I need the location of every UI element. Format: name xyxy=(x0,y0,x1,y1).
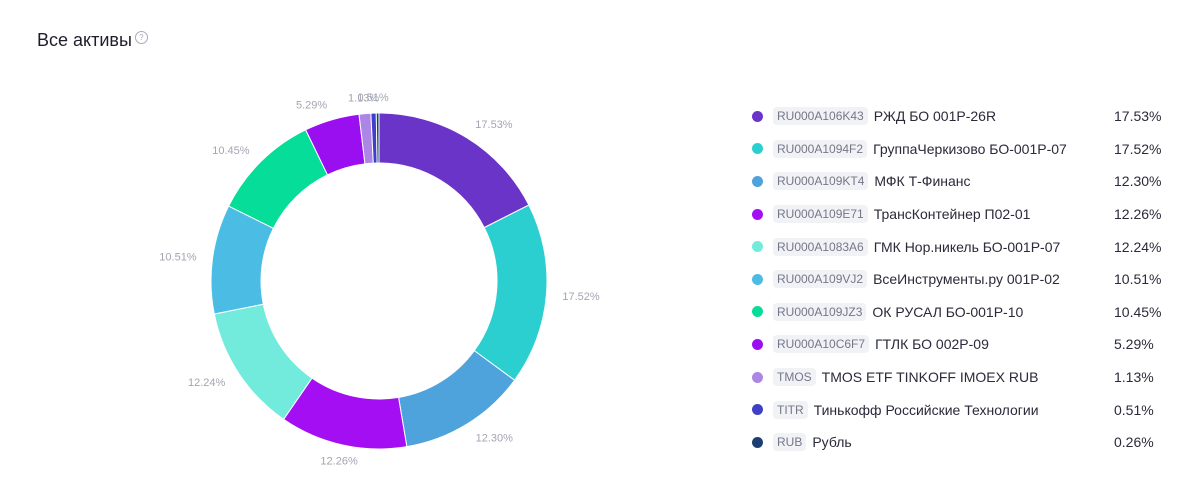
legend-color-dot xyxy=(752,175,763,187)
legend-ticker-badge: RU000A1083A6 xyxy=(773,237,868,256)
legend-color-dot xyxy=(752,241,763,253)
legend-item[interactable]: RU000A1094F2 ГруппаЧеркизово БО-001Р-07 17… xyxy=(752,133,1162,166)
legend-item[interactable]: RU000A109VJ2 ВсеИнструменты.ру 001P-02 10.… xyxy=(752,263,1162,296)
legend-ticker-badge: TITR xyxy=(773,400,808,419)
legend-color-dot xyxy=(752,208,763,220)
legend-item[interactable]: TITR Тинькофф Российские Технологии 0.51% xyxy=(752,393,1162,426)
legend-asset-name: Тинькофф Российские Технологии xyxy=(813,401,1039,418)
legend-ticker-badge: TMOS xyxy=(773,368,816,387)
legend-percent: 17.53% xyxy=(1114,108,1162,125)
legend-color-dot xyxy=(752,143,763,155)
legend-percent: 0.51% xyxy=(1114,401,1154,418)
legend-asset-name: ВсеИнструменты.ру 001P-02 xyxy=(873,271,1060,288)
legend-asset-name: Рубль xyxy=(812,434,852,451)
pie-slice-ru000a1094f2[interactable] xyxy=(473,204,548,381)
legend-asset-name: ГМК Нор.никель БО-001Р-07 xyxy=(873,238,1061,255)
chart-title: Все активы xyxy=(37,30,132,50)
legend-percent: 0.26% xyxy=(1114,434,1154,451)
donut-chart: 17.53% 17.52% 12.30% 12.26% 12.24% 10.51% 10.4… xyxy=(159,92,600,468)
slice-label-ru000a106k43: 17.53% xyxy=(475,119,513,131)
legend-ticker-badge: RU000A109E71 xyxy=(773,205,868,224)
legend-asset-name: ГруппаЧеркизово БО-001Р-07 xyxy=(873,140,1067,157)
legend-item[interactable]: RU000A10C6F7 ГТЛК БО 002Р-09 5.29% xyxy=(752,328,1162,361)
slice-label-ru000a10c6f7: 5.29% xyxy=(296,99,327,111)
legend-item[interactable]: RU000A1083A6 ГМК Нор.никель БО-001Р-07 12.… xyxy=(752,230,1162,263)
slice-label-ru000a1083a6: 12.24% xyxy=(188,377,226,389)
legend-ticker-badge: RUB xyxy=(773,433,807,452)
legend-item[interactable]: RU000A109E71 ТрансКонтейнер П02-01 12.26% xyxy=(752,198,1162,231)
legend-asset-name: ГТЛК БО 002Р-09 xyxy=(875,336,989,353)
legend-ticker-badge: RU000A109KT4 xyxy=(773,172,869,191)
legend-percent: 10.45% xyxy=(1114,303,1162,320)
legend-percent: 12.24% xyxy=(1114,238,1162,255)
slice-label-titr: 0.51% xyxy=(357,92,388,104)
legend-percent: 12.26% xyxy=(1114,206,1162,223)
legend-item[interactable]: RU000A109JZ3 ОК РУСАЛ БО-001Р-10 10.45% xyxy=(752,296,1162,329)
slice-label-tmos: 1.13% xyxy=(348,93,379,105)
legend-asset-name: TMOS ETF TINKOFF IMOEX RUB xyxy=(821,369,1039,386)
legend-ticker-badge: RU000A109VJ2 xyxy=(773,270,868,289)
legend-ticker-badge: RU000A1094F2 xyxy=(773,139,868,158)
legend-asset-name: РЖД БО 001P-26R xyxy=(873,108,997,125)
slice-label-ru000a109vj2: 10.51% xyxy=(159,252,197,264)
legend-ticker-badge: RU000A106K43 xyxy=(773,107,868,126)
legend-color-dot xyxy=(752,273,763,285)
slice-label-ru000a1094f2: 17.52% xyxy=(562,291,600,303)
legend-color-dot xyxy=(752,371,763,383)
slice-label-ru000a109jz3: 10.45% xyxy=(212,145,250,157)
legend-percent: 1.13% xyxy=(1114,369,1154,386)
legend-asset-name: ТрансКонтейнер П02-01 xyxy=(873,206,1031,223)
legend-asset-name: МФК Т-Финанс xyxy=(874,173,971,190)
legend-color-dot xyxy=(752,436,763,448)
slice-label-ru000a109kt4: 12.30% xyxy=(476,433,514,445)
question-circle-icon[interactable]: ? xyxy=(134,31,148,44)
legend-color-dot xyxy=(752,338,763,350)
legend-percent: 17.52% xyxy=(1114,140,1162,157)
chart-legend: RU000A106K43 РЖД БО 001P-26R 17.53% RU000A1… xyxy=(752,100,1162,459)
legend-ticker-badge: RU000A109JZ3 xyxy=(773,302,867,321)
legend-color-dot xyxy=(752,404,763,416)
legend-percent: 5.29% xyxy=(1114,336,1154,353)
legend-item[interactable]: TMOS TMOS ETF TINKOFF IMOEX RUB 1.13% xyxy=(752,361,1162,394)
slice-label-ru000a109e71: 12.26% xyxy=(320,456,358,468)
legend-ticker-badge: RU000A10C6F7 xyxy=(773,335,870,354)
legend-item[interactable]: RU000A109KT4 МФК Т-Финанс 12.30% xyxy=(752,165,1162,198)
legend-item[interactable]: RUB Рубль 0.26% xyxy=(752,426,1162,459)
legend-color-dot xyxy=(752,110,763,122)
pie-slice-rub[interactable] xyxy=(375,112,380,164)
legend-color-dot xyxy=(752,306,763,318)
legend-asset-name: ОК РУСАЛ БО-001Р-10 xyxy=(872,303,1024,320)
legend-percent: 12.30% xyxy=(1114,173,1162,190)
legend-percent: 10.51% xyxy=(1114,271,1162,288)
chart-header: Все активы ? xyxy=(37,30,148,51)
legend-item[interactable]: RU000A106K43 РЖД БО 001P-26R 17.53% xyxy=(752,100,1162,133)
